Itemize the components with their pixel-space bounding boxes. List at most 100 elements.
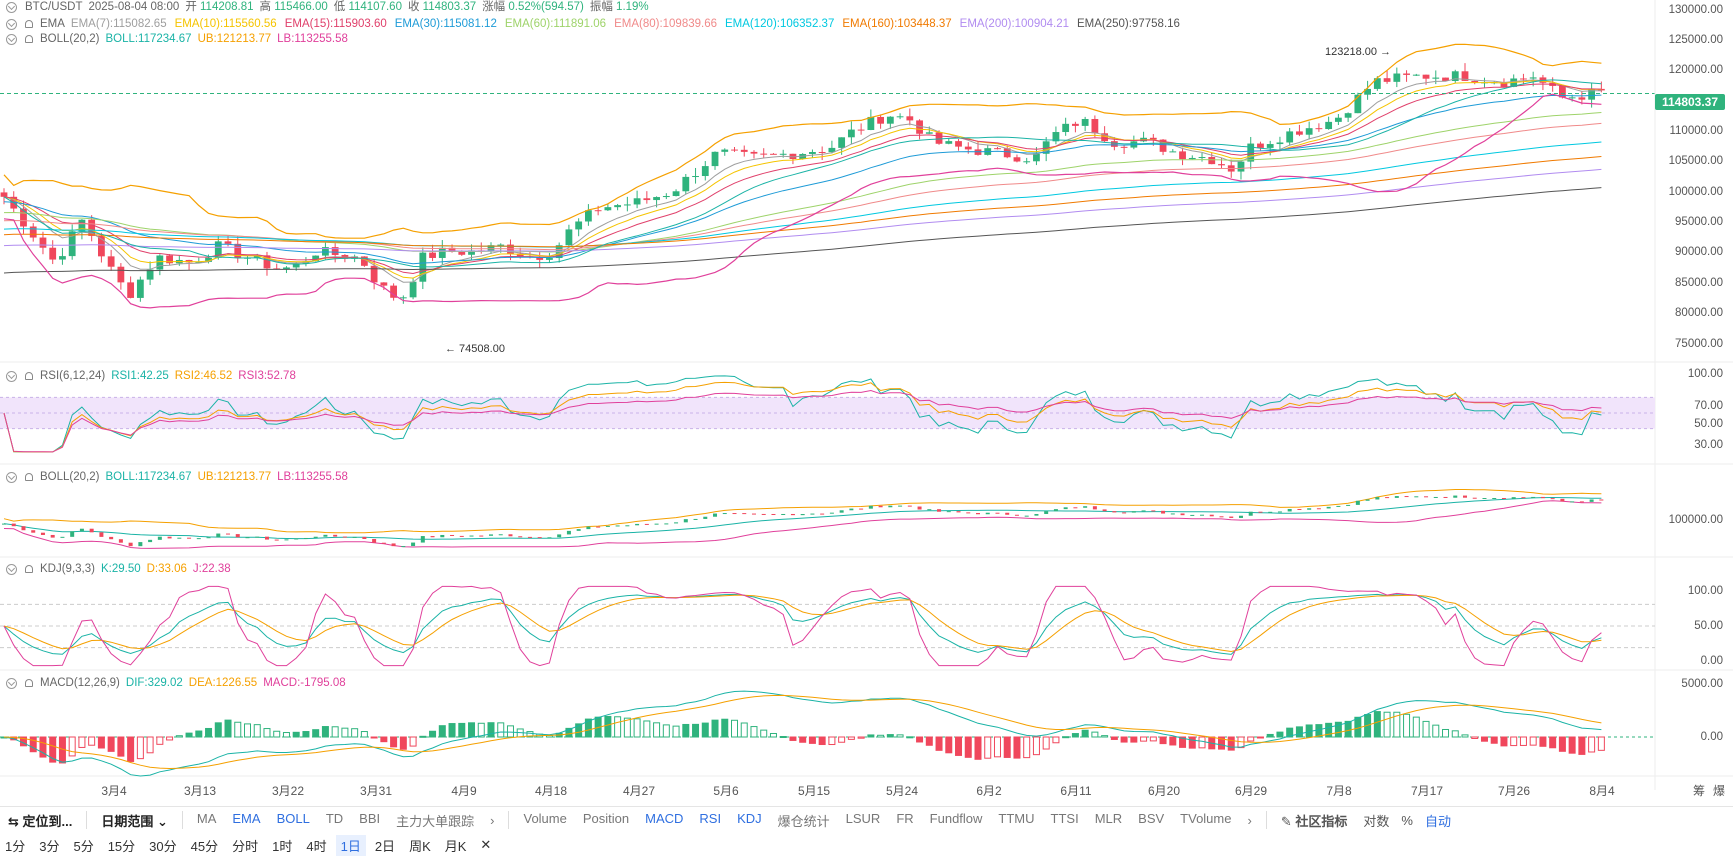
bell-icon[interactable] xyxy=(25,35,33,43)
macd-bar xyxy=(1539,736,1547,747)
timeframe-11[interactable]: 周K xyxy=(409,838,431,854)
collapse-icon[interactable] xyxy=(6,370,17,382)
macd-bar xyxy=(643,720,651,738)
boll2-candle xyxy=(615,525,620,527)
date-range-button[interactable]: 日期范围 ⌄ xyxy=(93,811,176,830)
boll2-candle xyxy=(459,535,464,537)
collapse-icon[interactable] xyxy=(6,1,17,13)
bell-icon[interactable] xyxy=(25,20,33,28)
sub-indicator-11[interactable]: MLR xyxy=(1094,810,1123,826)
bell-icon[interactable] xyxy=(25,372,33,380)
percent-scale-toggle[interactable]: % xyxy=(1401,812,1413,828)
sub-indicator-5[interactable]: 爆仓统计 xyxy=(777,813,830,829)
macd-bar xyxy=(49,736,57,763)
rsi-tick: 100.00 xyxy=(1687,368,1723,380)
macd-bar xyxy=(1091,731,1099,738)
candle-body xyxy=(594,210,602,212)
candle-body xyxy=(322,247,329,256)
log-scale-toggle[interactable]: 对数 xyxy=(1363,813,1390,829)
main-indicator-3[interactable]: TD xyxy=(325,810,344,826)
main-indicator-2[interactable]: BOLL xyxy=(276,810,310,826)
main-indicator-5[interactable]: 主力大单跟踪 xyxy=(396,813,475,829)
bell-icon[interactable] xyxy=(25,473,33,481)
collapse-icon[interactable] xyxy=(6,18,17,30)
timeframe-6[interactable]: 分时 xyxy=(232,838,259,854)
ema-item: EMA(200):100904.21 xyxy=(959,18,1069,30)
boll2-candle xyxy=(927,509,932,511)
macd-bar xyxy=(1480,736,1488,742)
boll2-candle xyxy=(1053,509,1058,512)
main-indicator-1[interactable]: EMA xyxy=(232,810,261,826)
sub-indicator-6[interactable]: LSUR xyxy=(845,810,881,826)
ema-item: EMA(160):103448.37 xyxy=(842,18,952,30)
macd-bar xyxy=(565,727,573,738)
macd-bar xyxy=(448,723,456,738)
boll2-candle xyxy=(1355,500,1360,505)
close-icon[interactable]: ✕ xyxy=(480,837,492,852)
sub-indicator-9[interactable]: TTMU xyxy=(998,810,1035,826)
time-tick: 8月4 xyxy=(1589,784,1615,798)
sub-indicator-2[interactable]: MACD xyxy=(645,810,684,826)
timeframe-2[interactable]: 5分 xyxy=(73,838,94,854)
timeframe-7[interactable]: 1时 xyxy=(272,838,293,854)
macd-dif: DIF:329.02 xyxy=(125,677,183,689)
collapse-icon[interactable] xyxy=(6,33,17,45)
collapse-icon[interactable] xyxy=(6,563,17,575)
chips-label[interactable]: 筹 xyxy=(1693,784,1706,798)
sub-indicator-12[interactable]: BSV xyxy=(1138,810,1165,826)
boll2-candle xyxy=(742,513,747,515)
timeframe-4[interactable]: 30分 xyxy=(149,838,177,854)
boll2-candle xyxy=(1414,496,1419,498)
macd-bar xyxy=(68,736,76,757)
macd-bar xyxy=(1140,736,1148,742)
collapse-icon[interactable] xyxy=(6,471,17,483)
sub-indicator-7[interactable]: FR xyxy=(896,810,914,826)
candle-body xyxy=(575,221,583,230)
sub-indicator-0[interactable]: Volume xyxy=(523,810,567,826)
timeframe-0[interactable]: 1分 xyxy=(5,838,26,854)
sub-indicator-3[interactable]: RSI xyxy=(699,810,722,826)
edit-icon: ✎ xyxy=(1280,813,1296,829)
locate-button[interactable]: ⇆ 定位到... xyxy=(0,811,80,830)
macd-bar xyxy=(945,736,953,754)
community-indicators-button[interactable]: ✎ 社区指标 xyxy=(1273,811,1356,830)
sub-indicator-1[interactable]: Position xyxy=(582,810,630,826)
chevron-right-icon[interactable]: › xyxy=(490,812,495,828)
candle-body xyxy=(205,257,212,262)
sub-indicator-4[interactable]: KDJ xyxy=(737,810,762,826)
price-axis[interactable]: 130000.00125000.00120000.00115000.001100… xyxy=(1655,0,1733,790)
liq-label[interactable]: 爆 xyxy=(1713,784,1726,798)
boll2-candle xyxy=(177,537,182,539)
boll-value: BOLL:117234.67 xyxy=(105,33,192,45)
macd-bar xyxy=(877,734,885,738)
macd-bar xyxy=(526,731,534,738)
candle-body xyxy=(292,263,300,268)
timeframe-12[interactable]: 月K xyxy=(444,838,467,854)
main-indicator-4[interactable]: BBI xyxy=(359,810,381,826)
sub-indicator-8[interactable]: Fundflow xyxy=(929,810,983,826)
main-indicator-0[interactable]: MA xyxy=(196,810,217,826)
macd-bar xyxy=(857,736,865,739)
timeframe-8[interactable]: 4时 xyxy=(306,838,327,854)
bell-icon[interactable] xyxy=(25,679,33,687)
boll2-candle xyxy=(537,537,542,539)
chevron-right-icon[interactable]: › xyxy=(1247,812,1252,828)
timeframe-3[interactable]: 15分 xyxy=(107,838,136,854)
candle-body xyxy=(1003,148,1011,158)
timeframe-5[interactable]: 45分 xyxy=(190,838,219,854)
collapse-icon[interactable] xyxy=(6,677,17,689)
timeframe-10[interactable]: 2日 xyxy=(374,838,396,854)
chart-area[interactable]: 123218.00 → ← 74508.00 xyxy=(0,0,1733,800)
boll2-candle xyxy=(917,506,922,510)
candle-body xyxy=(964,146,972,150)
locate-label: 定位到... xyxy=(22,813,73,829)
timeframe-1[interactable]: 3分 xyxy=(39,838,60,854)
boll2-candle xyxy=(1073,507,1078,509)
macd-bar xyxy=(419,735,427,738)
timeframe-9[interactable]: 1日 xyxy=(335,834,366,856)
boll2-candle xyxy=(1326,506,1331,509)
auto-scale-toggle[interactable]: 自动 xyxy=(1424,813,1451,829)
sub-indicator-13[interactable]: TVolume xyxy=(1180,810,1232,826)
bell-icon[interactable] xyxy=(25,565,33,573)
sub-indicator-10[interactable]: TTSI xyxy=(1050,810,1079,826)
